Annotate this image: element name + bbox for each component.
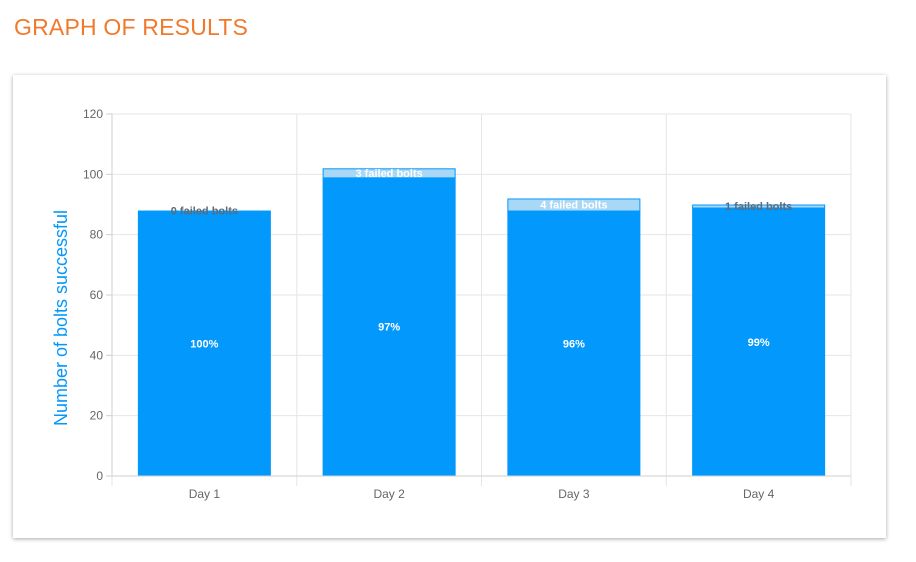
y-tick-label: 80 xyxy=(90,228,104,242)
failed-bolts-label: 3 failed bolts xyxy=(356,168,423,180)
x-tick-label: Day 1 xyxy=(189,487,221,501)
failed-bolts-label: 0 failed bolts xyxy=(171,206,238,218)
bar-percent-label: 100% xyxy=(190,338,218,350)
bar-failed xyxy=(507,198,641,212)
y-tick-label: 120 xyxy=(83,107,103,121)
data-labels: 100% 0 failed bolts 97% 3 failed bolts 96% 4 … xyxy=(171,168,793,350)
axes: 0 20 40 60 80 100 120 Day 1 Day 2 Day 3 Day 4 xyxy=(83,107,851,501)
bars xyxy=(137,168,826,477)
bar-failed xyxy=(692,204,826,209)
bar-success xyxy=(692,207,826,476)
y-tick-label: 40 xyxy=(90,348,104,362)
y-axis-label: Number of bolts successful xyxy=(51,210,71,426)
page-title: GRAPH OF RESULTS xyxy=(14,14,249,40)
bar-chart: 0 20 40 60 80 100 120 Day 1 Day 2 Day 3 Day 4 100%… xyxy=(51,107,852,501)
bar-success xyxy=(322,177,456,476)
y-tick-label: 60 xyxy=(90,288,104,302)
failed-bolts-label: 4 failed bolts xyxy=(540,200,607,212)
x-tick-label: Day 3 xyxy=(558,487,590,501)
x-tick-label: Day 2 xyxy=(373,487,405,501)
bar-percent-label: 96% xyxy=(563,338,585,350)
y-tick-label: 0 xyxy=(96,469,103,483)
chart-card: 0 20 40 60 80 100 120 Day 1 Day 2 Day 3 Day 4 100%… xyxy=(13,75,886,538)
bar-success xyxy=(137,210,271,477)
y-tick-label: 100 xyxy=(83,167,103,181)
bar-percent-label: 99% xyxy=(748,337,770,349)
bar-percent-label: 97% xyxy=(378,322,400,334)
bar-failed xyxy=(322,168,456,179)
y-tick-label: 20 xyxy=(90,409,104,423)
x-tick-label: Day 4 xyxy=(743,487,775,501)
failed-bolts-label: 1 failed bolts xyxy=(725,201,792,213)
bar-success xyxy=(507,210,641,477)
